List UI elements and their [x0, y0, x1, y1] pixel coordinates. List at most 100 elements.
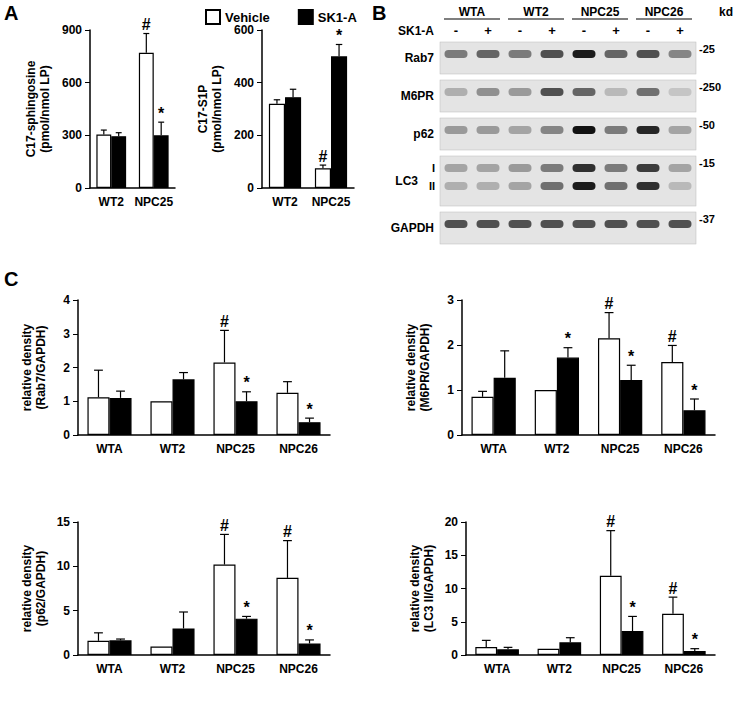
svg-text:600: 600: [62, 76, 82, 90]
svg-text:*: *: [306, 401, 313, 418]
svg-text:WT2: WT2: [547, 662, 573, 676]
svg-text:#: #: [669, 580, 678, 597]
svg-text:NPC25: NPC25: [581, 5, 620, 19]
svg-text:*: *: [565, 330, 572, 347]
svg-text:3: 3: [63, 327, 70, 341]
svg-text:3: 3: [447, 293, 454, 307]
svg-text:-50: -50: [699, 119, 715, 131]
svg-text:0: 0: [63, 428, 70, 442]
svg-text:*: *: [691, 382, 698, 399]
svg-text:20: 20: [445, 515, 459, 529]
svg-text:M6PR: M6PR: [401, 89, 435, 103]
svg-text:1: 1: [63, 394, 70, 408]
svg-text:WT2: WT2: [160, 662, 186, 676]
svg-text:0: 0: [447, 428, 454, 442]
svg-text:#: #: [220, 517, 229, 534]
svg-text:NPC26: NPC26: [665, 662, 704, 676]
svg-text:10: 10: [445, 582, 459, 596]
svg-text:(LC3 II/GAPDH): (LC3 II/GAPDH): [422, 545, 436, 632]
svg-text:(p62/GAPDH): (p62/GAPDH): [34, 551, 48, 626]
svg-text:NPC26: NPC26: [279, 662, 318, 676]
svg-text:#: #: [606, 513, 615, 530]
svg-text:NPC25: NPC25: [312, 195, 351, 209]
svg-text:0: 0: [451, 648, 458, 662]
svg-text:-250: -250: [699, 81, 721, 93]
svg-text:*: *: [158, 105, 165, 122]
svg-text:10: 10: [57, 559, 71, 573]
svg-text:I: I: [432, 162, 435, 174]
svg-text:-: -: [518, 23, 522, 38]
svg-text:4: 4: [63, 293, 70, 307]
svg-text:NPC25: NPC25: [601, 442, 640, 456]
svg-text:(Rab7/GAPDH): (Rab7/GAPDH): [34, 325, 48, 409]
svg-text:C17-S1P: C17-S1P: [196, 85, 210, 134]
svg-text:NPC26: NPC26: [279, 442, 318, 456]
svg-text:II: II: [429, 180, 435, 192]
svg-text:WTA: WTA: [96, 662, 123, 676]
svg-text:-15: -15: [699, 157, 715, 169]
svg-text:0: 0: [63, 648, 70, 662]
svg-text:200: 200: [234, 128, 254, 142]
svg-text:*: *: [306, 622, 313, 639]
svg-text:SK1-A: SK1-A: [318, 10, 358, 25]
svg-text:WTA: WTA: [96, 442, 123, 456]
svg-text:+: +: [548, 23, 556, 38]
svg-text:Vehicle: Vehicle: [225, 10, 270, 25]
svg-text:-: -: [646, 23, 650, 38]
svg-text:NPC26: NPC26: [664, 442, 703, 456]
svg-text:0: 0: [75, 181, 82, 195]
svg-text:900: 900: [62, 23, 82, 37]
svg-text:#: #: [318, 148, 327, 165]
svg-text:#: #: [605, 295, 614, 312]
svg-text:relative density: relative density: [404, 323, 418, 411]
svg-text:5: 5: [63, 604, 70, 618]
svg-text:-25: -25: [699, 43, 715, 55]
svg-text:*: *: [628, 348, 635, 365]
svg-text:-37: -37: [699, 213, 715, 225]
svg-text:relative density: relative density: [408, 544, 422, 632]
svg-text:*: *: [243, 374, 250, 391]
svg-text:WTA: WTA: [484, 662, 511, 676]
svg-text:SK1-A: SK1-A: [398, 24, 434, 38]
svg-text:C17-sphingosine: C17-sphingosine: [24, 60, 38, 157]
svg-text:relative density: relative density: [20, 544, 34, 632]
svg-text:15: 15: [57, 515, 71, 529]
svg-text:p62: p62: [413, 127, 434, 141]
svg-text:NPC25: NPC25: [134, 195, 173, 209]
svg-text:Rab7: Rab7: [405, 51, 435, 65]
svg-text:+: +: [484, 23, 492, 38]
svg-text:2: 2: [447, 338, 454, 352]
svg-text:2: 2: [63, 361, 70, 375]
svg-text:(M6PR/GAPDH): (M6PR/GAPDH): [418, 323, 432, 411]
svg-text:0: 0: [247, 181, 254, 195]
svg-text:NPC25: NPC25: [216, 442, 255, 456]
svg-text:15: 15: [445, 548, 459, 562]
svg-text:*: *: [692, 631, 699, 648]
svg-text:*: *: [243, 599, 250, 616]
svg-text:NPC26: NPC26: [645, 5, 684, 19]
svg-text:-: -: [454, 23, 458, 38]
svg-text:-: -: [582, 23, 586, 38]
svg-text:(pmol/nmol LP): (pmol/nmol LP): [210, 65, 224, 152]
svg-text:*: *: [629, 599, 636, 616]
svg-text:NPC25: NPC25: [216, 662, 255, 676]
svg-text:WT2: WT2: [523, 5, 549, 19]
svg-text:400: 400: [234, 76, 254, 90]
svg-text:NPC25: NPC25: [602, 662, 641, 676]
svg-text:#: #: [668, 328, 677, 345]
svg-text:(pmol/nmol LP): (pmol/nmol LP): [38, 65, 52, 152]
svg-text:LC3: LC3: [395, 174, 418, 188]
svg-text:300: 300: [62, 128, 82, 142]
svg-text:#: #: [142, 16, 151, 33]
svg-text:600: 600: [234, 23, 254, 37]
svg-text:WT2: WT2: [160, 442, 186, 456]
svg-text:WT2: WT2: [99, 195, 125, 209]
svg-text:+: +: [612, 23, 620, 38]
svg-text:5: 5: [451, 615, 458, 629]
svg-text:kd: kd: [719, 5, 733, 19]
svg-text:+: +: [676, 23, 684, 38]
svg-text:WTA: WTA: [480, 442, 507, 456]
svg-text:#: #: [283, 523, 292, 540]
svg-text:WT2: WT2: [272, 195, 298, 209]
svg-text:WT2: WT2: [544, 442, 570, 456]
